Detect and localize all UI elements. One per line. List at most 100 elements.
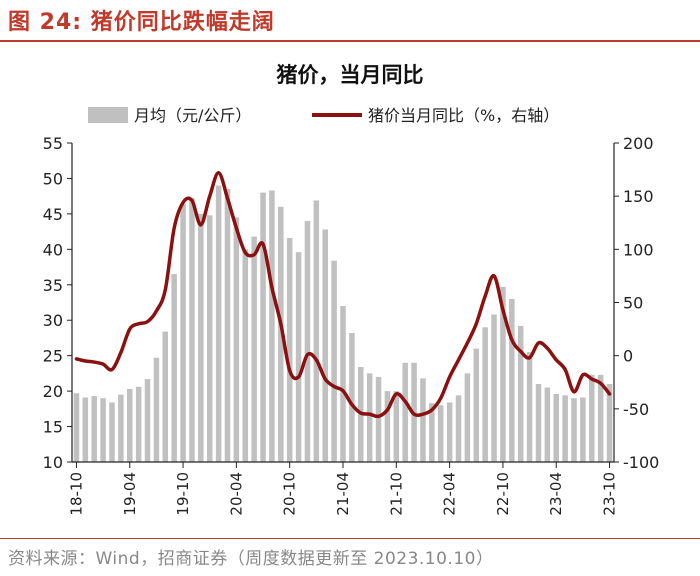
legend-bar-swatch <box>88 107 128 123</box>
bar-21-04 <box>340 306 346 462</box>
y-left-tick-label: 10 <box>43 453 63 472</box>
bar-20-11 <box>295 252 302 462</box>
bar-22-08 <box>482 327 488 462</box>
bar-22-10 <box>500 286 506 462</box>
bar-19-07 <box>153 357 160 462</box>
bar-21-01 <box>313 200 320 463</box>
bar-18-12 <box>91 396 97 462</box>
bar-23-02 <box>535 384 542 462</box>
bar-19-10 <box>180 203 186 462</box>
bar-22-06 <box>464 373 471 462</box>
bar-22-04 <box>446 402 453 462</box>
x-tick-label: 18-10 <box>67 472 85 516</box>
bar-19-06 <box>144 379 151 462</box>
legend: 月均（元/公斤） 猪价当月同比（%，右轴） <box>88 106 559 125</box>
figure-title-text: 猪价同比跌幅走阔 <box>90 10 275 35</box>
x-tick-label: 23-04 <box>547 472 565 516</box>
bar-19-05 <box>135 386 142 462</box>
y-right-tick-label: 50 <box>623 294 643 313</box>
x-tick-label: 22-04 <box>441 472 459 516</box>
x-tick-label: 19-04 <box>121 472 139 516</box>
legend-bar-label: 月均（元/公斤） <box>134 106 251 125</box>
bar-23-01 <box>526 352 533 462</box>
bar-23-09 <box>597 374 604 462</box>
x-tick-label: 20-04 <box>227 472 245 516</box>
bar-20-05 <box>242 249 249 462</box>
figure-title: 图 24: 猪价同比跌幅走阔 <box>8 4 275 36</box>
x-tick-label: 21-04 <box>334 472 352 516</box>
bar-19-04 <box>127 388 133 462</box>
bar-21-05 <box>349 332 355 462</box>
y-left-tick-label: 15 <box>43 418 63 437</box>
bar-20-02 <box>215 185 222 462</box>
bar-23-06 <box>571 398 577 462</box>
y-left-tick-label: 25 <box>43 347 63 366</box>
bar-20-06 <box>251 236 257 462</box>
bar-21-03 <box>331 260 337 462</box>
bar-19-02 <box>109 402 115 462</box>
figure-label: 图 24: <box>8 10 83 35</box>
bar-19-08 <box>162 331 169 462</box>
y-right-tick-label: -100 <box>623 453 659 472</box>
y-left-tick-label: 45 <box>43 205 63 224</box>
top-divider <box>0 40 700 42</box>
bar-21-02 <box>322 229 328 462</box>
x-tick-label: 19-10 <box>174 472 192 516</box>
bar-19-09 <box>171 274 177 462</box>
bar-19-01 <box>100 398 106 462</box>
bar-19-12 <box>198 213 204 462</box>
bar-19-11 <box>189 198 195 463</box>
y-right-tick-label: 200 <box>623 134 654 153</box>
y-right-tick-label: 150 <box>623 187 654 206</box>
bottom-divider <box>0 538 700 539</box>
y-left-tick-label: 20 <box>43 382 63 401</box>
y-left-tick-label: 35 <box>43 276 63 295</box>
y-left-tick-label: 55 <box>43 134 63 153</box>
bar-23-04 <box>553 393 559 462</box>
y-right-tick-label: 0 <box>623 347 633 366</box>
bar-18-10 <box>73 393 80 462</box>
bar-23-07 <box>580 397 586 462</box>
axes: 10 15 20 25 30 35 40 45 50 55 -100 -50 0 50 100 150 200 1… <box>43 134 660 516</box>
bar-23-03 <box>544 387 551 462</box>
bar-22-07 <box>473 348 480 462</box>
bar-19-03 <box>118 394 124 462</box>
x-tick-label: 21-10 <box>387 472 405 516</box>
bar-series <box>73 185 613 463</box>
y-left-tick-label: 30 <box>43 311 63 330</box>
bar-22-12 <box>517 325 524 462</box>
bar-22-03 <box>437 405 444 462</box>
bar-20-03 <box>224 189 231 462</box>
legend-line-label: 猪价当月同比（%，右轴） <box>368 106 559 125</box>
source-note: 资料来源：Wind，招商证券（周度数据更新至 2023.10.10） <box>8 549 494 569</box>
bar-20-07 <box>260 192 266 462</box>
bar-20-09 <box>278 206 284 462</box>
y-right-tick-label: 100 <box>623 240 654 259</box>
bar-20-10 <box>286 237 293 462</box>
bar-20-04 <box>233 217 240 462</box>
bar-18-11 <box>82 397 89 462</box>
bar-21-11 <box>402 362 408 462</box>
y-left-tick-label: 50 <box>43 169 63 188</box>
y-left-tick-label: 40 <box>43 240 63 259</box>
bar-20-08 <box>269 190 275 462</box>
bar-20-12 <box>304 220 311 462</box>
bar-23-10 <box>606 384 613 462</box>
x-tick-label: 22-10 <box>494 472 512 516</box>
x-tick-label: 23-10 <box>601 472 619 516</box>
chart-title: 猪价，当月同比 <box>276 63 424 87</box>
line-series <box>74 171 612 419</box>
bar-23-08 <box>589 374 595 462</box>
bar-20-01 <box>206 215 213 462</box>
bar-21-10 <box>393 391 400 462</box>
bar-21-09 <box>384 391 391 462</box>
bar-21-07 <box>366 373 373 462</box>
bar-22-09 <box>491 314 497 462</box>
bar-22-11 <box>509 298 515 462</box>
bar-22-02 <box>429 403 435 462</box>
x-tick-label: 20-10 <box>281 472 299 516</box>
bar-22-01 <box>420 378 426 462</box>
bar-21-08 <box>375 376 382 462</box>
bar-22-05 <box>455 395 462 462</box>
